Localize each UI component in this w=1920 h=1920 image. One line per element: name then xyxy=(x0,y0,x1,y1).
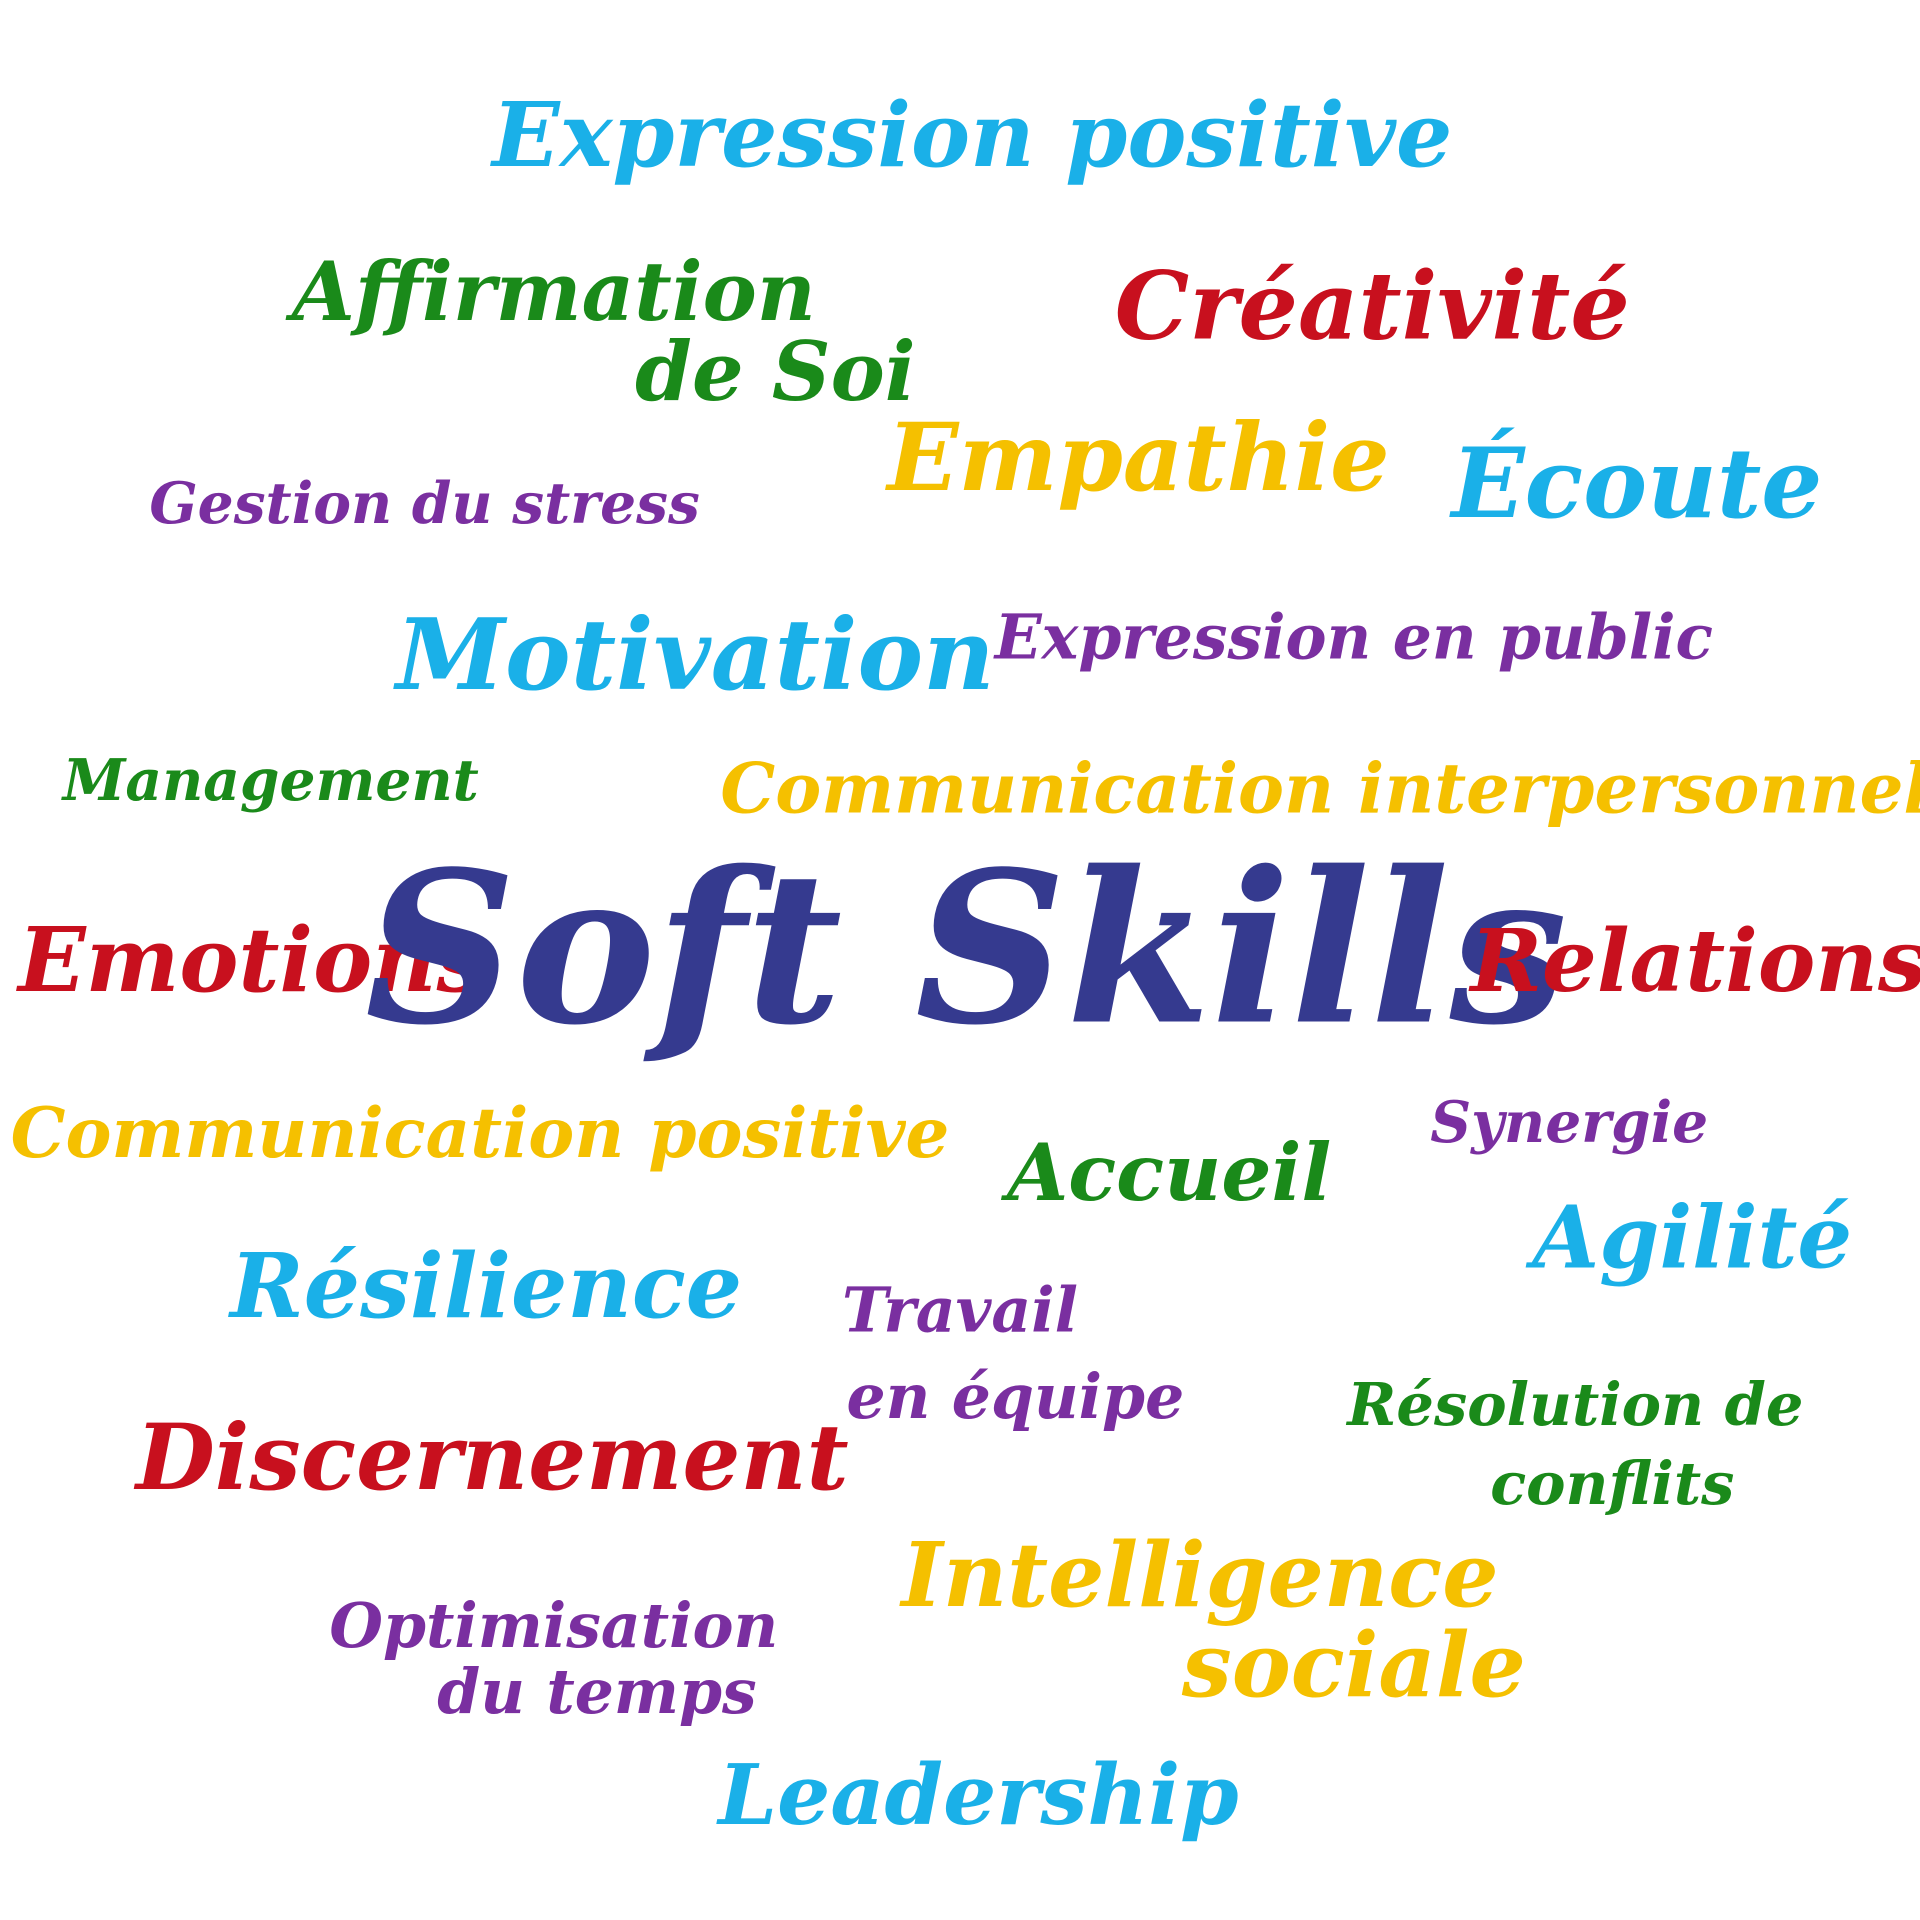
word: Gestion du stress xyxy=(149,471,700,537)
word: Soft Skills xyxy=(365,827,1567,1072)
word: Management xyxy=(61,748,479,814)
word-text: Soft Skills xyxy=(365,827,1567,1072)
word: Expression positive xyxy=(489,83,1452,187)
word-text: Relations xyxy=(1467,911,1920,1012)
word: Synergie xyxy=(1430,1090,1708,1156)
word: Travail en équipe xyxy=(842,1274,1184,1433)
word-text: Intelligence xyxy=(898,1523,1498,1627)
word: Écoute xyxy=(1448,427,1822,540)
word-text: Management xyxy=(61,748,479,814)
word-text: Travail xyxy=(842,1274,1078,1347)
word-text: Motivation xyxy=(393,598,995,713)
word: Créativité xyxy=(1115,251,1630,361)
word-text: Résilience xyxy=(227,1234,742,1338)
word-text: Empathie xyxy=(884,403,1389,513)
word: Expression en public xyxy=(993,600,1713,673)
word-text: Emotions xyxy=(15,908,486,1012)
word-text: Communication interpersonnelle xyxy=(720,748,1920,829)
word-text: Écoute xyxy=(1448,427,1822,540)
word-text: Résolution de xyxy=(1345,1370,1803,1439)
word: Emotions xyxy=(15,908,486,1012)
word-text: du temps xyxy=(437,1655,756,1728)
word-text: Affirmation xyxy=(285,245,816,340)
word: Agilité xyxy=(1525,1188,1852,1289)
word-text: Communication positive xyxy=(11,1093,950,1174)
word-text: Expression en public xyxy=(993,600,1713,673)
word-text: Gestion du stress xyxy=(149,471,700,537)
word: Relations xyxy=(1467,911,1920,1012)
word-text: Leadership xyxy=(716,1745,1238,1844)
word: Accueil xyxy=(1000,1126,1331,1219)
word-text: Optimisation xyxy=(329,1589,778,1662)
word: Communication positive xyxy=(11,1093,950,1174)
word-text: Discernement xyxy=(133,1404,849,1511)
word-text: Accueil xyxy=(1000,1126,1331,1219)
word: Leadership xyxy=(716,1745,1238,1844)
word-text: en équipe xyxy=(847,1360,1185,1433)
word: Résolution de conflits xyxy=(1345,1370,1803,1518)
word-text: Créativité xyxy=(1115,251,1630,361)
word-text: Expression positive xyxy=(489,83,1452,187)
word-text: Synergie xyxy=(1430,1090,1708,1156)
word-text: de Soi xyxy=(635,325,915,420)
word: Résilience xyxy=(227,1234,742,1338)
word: Discernement xyxy=(133,1404,849,1511)
word: Empathie xyxy=(884,403,1389,513)
word: Motivation xyxy=(393,598,995,713)
word-text: sociale xyxy=(1181,1613,1526,1717)
word-text: conflits xyxy=(1490,1449,1734,1518)
word: Communication interpersonnelle xyxy=(720,748,1920,829)
word-text: Agilité xyxy=(1525,1188,1852,1289)
